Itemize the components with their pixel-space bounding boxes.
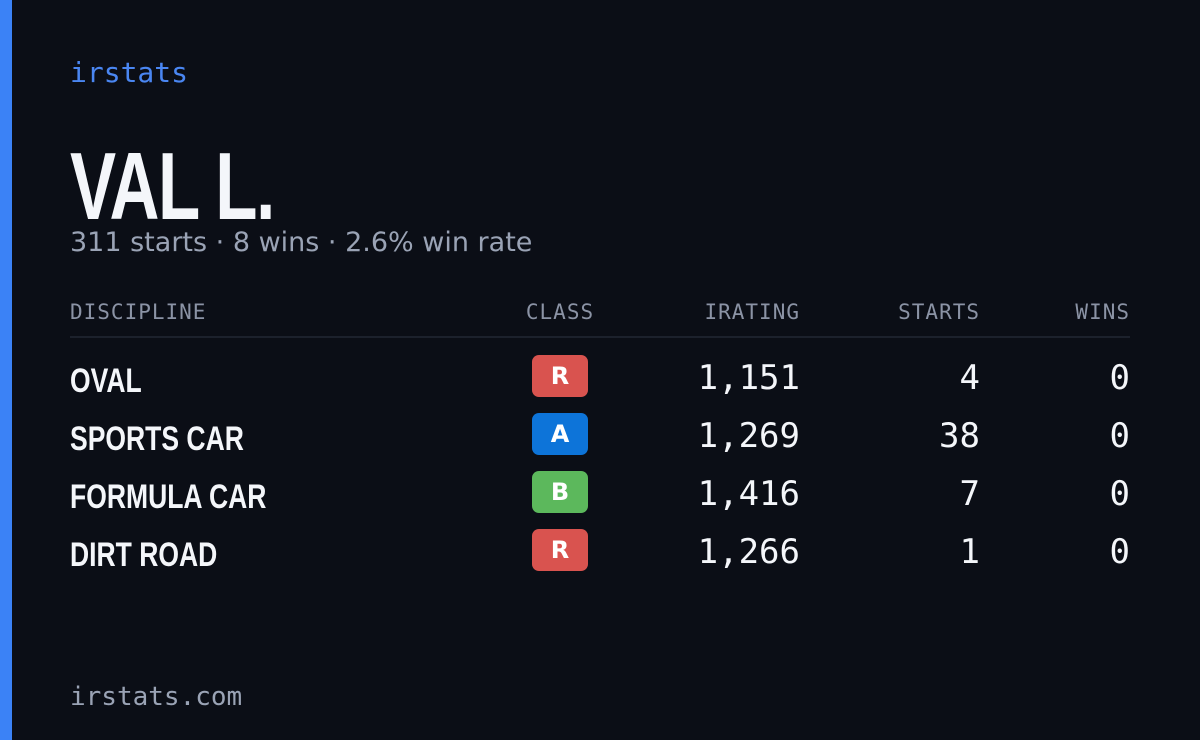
wins: 0 bbox=[1109, 474, 1130, 514]
starts: 4 bbox=[959, 358, 980, 398]
footer: irstats.com bbox=[70, 682, 243, 712]
class-badge: R bbox=[532, 355, 588, 397]
starts: 1 bbox=[959, 532, 980, 572]
header: STARTS bbox=[898, 300, 980, 324]
irating: 1,151 bbox=[697, 358, 800, 398]
brand: irstats bbox=[70, 56, 189, 89]
starts: 7 bbox=[959, 474, 980, 514]
discipline: FORMULA CAR bbox=[70, 478, 267, 516]
wins: 0 bbox=[1109, 416, 1130, 456]
discipline: OVAL bbox=[70, 362, 142, 400]
header: DISCIPLINE bbox=[70, 300, 207, 324]
accent-bar bbox=[0, 0, 12, 740]
divider bbox=[70, 336, 1130, 338]
class-badge: B bbox=[532, 471, 588, 513]
irating: 1,266 bbox=[697, 532, 800, 572]
irating: 1,416 bbox=[697, 474, 800, 514]
irating: 1,269 bbox=[697, 416, 800, 456]
header: CLASS bbox=[525, 300, 595, 324]
wins: 0 bbox=[1109, 532, 1130, 572]
class-badge: R bbox=[532, 529, 588, 571]
wins: 0 bbox=[1109, 358, 1130, 398]
starts: 38 bbox=[939, 416, 980, 456]
discipline: DIRT ROAD bbox=[70, 536, 218, 574]
driver-summary: 311 starts · 8 wins · 2.6% win rate bbox=[70, 227, 533, 258]
header: WINS bbox=[1075, 300, 1130, 324]
header: IRATING bbox=[704, 300, 800, 324]
class-badge: A bbox=[532, 413, 588, 455]
driver-name: VAL L. bbox=[70, 133, 275, 240]
discipline: SPORTS CAR bbox=[70, 420, 244, 458]
